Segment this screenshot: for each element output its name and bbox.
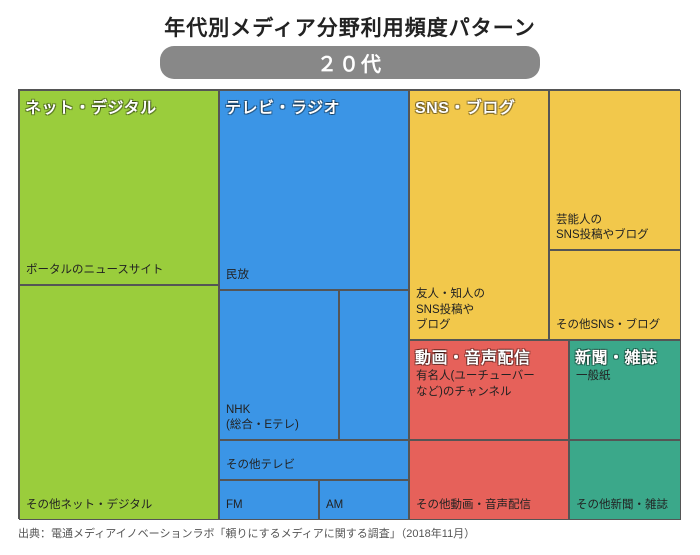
cell-label: NHK(総合・Eテレ) [226, 403, 299, 434]
cell-label: 民放 [226, 268, 249, 284]
chart-title: 年代別メディア分野利用頻度パターン [18, 12, 682, 42]
treemap-cell: その他テレビ [219, 440, 409, 480]
treemap-cell: 芸能人のSNS投稿やブログ [549, 90, 681, 250]
treemap-cell: その他新聞・雑誌 [569, 440, 681, 520]
category-header: 動画・音声配信 [415, 344, 531, 368]
treemap-cell: AM [319, 480, 409, 520]
cell-label: AM [326, 498, 343, 514]
cell-label: ポータルのニュースサイト [26, 263, 163, 279]
category-header: 新聞・雑誌 [575, 344, 658, 368]
cell-label: その他SNS・ブログ [556, 318, 660, 334]
category-header: ネット・デジタル [25, 94, 157, 118]
cell-label: その他新聞・雑誌 [576, 498, 668, 514]
treemap: ポータルのニュースサイトその他ネット・デジタル ネット・デジタル民放 NHK(総合・… [18, 89, 680, 519]
treemap-cell: 友人・知人のSNS投稿やブログ [409, 90, 549, 340]
treemap-cell: FM [219, 480, 319, 520]
cell-label: 有名人(ユーチューバーなど)のチャンネル [416, 369, 535, 400]
treemap-cell: NHK(総合・Eテレ) [219, 290, 339, 440]
treemap-cell: その他SNS・ブログ [549, 250, 681, 340]
cell-label: その他動画・音声配信 [416, 498, 531, 514]
treemap-cell: その他ネット・デジタル [19, 285, 219, 520]
chart-container: 年代別メディア分野利用頻度パターン ２０代 ポータルのニュースサイトその他ネット… [0, 0, 700, 555]
cell-label: 芸能人のSNS投稿やブログ [556, 213, 649, 244]
chart-subtitle: ２０代 [160, 46, 540, 79]
cell-label: FM [226, 498, 243, 514]
source-text: 出典：電通メディアイノベーションラボ「頼りにするメディアに関する調査」（2018… [18, 525, 682, 541]
treemap-cell: 民放 [219, 90, 409, 290]
treemap-cell [339, 290, 409, 440]
cell-label: 一般紙 [576, 369, 611, 385]
category-header: テレビ・ラジオ [225, 94, 340, 118]
cell-label: その他テレビ [226, 458, 295, 474]
cell-label: 友人・知人のSNS投稿やブログ [416, 287, 485, 334]
treemap-cell: ポータルのニュースサイト [19, 90, 219, 285]
cell-label: その他ネット・デジタル [26, 498, 152, 514]
treemap-cell: その他動画・音声配信 [409, 440, 569, 520]
category-header: SNS・ブログ [415, 94, 515, 118]
